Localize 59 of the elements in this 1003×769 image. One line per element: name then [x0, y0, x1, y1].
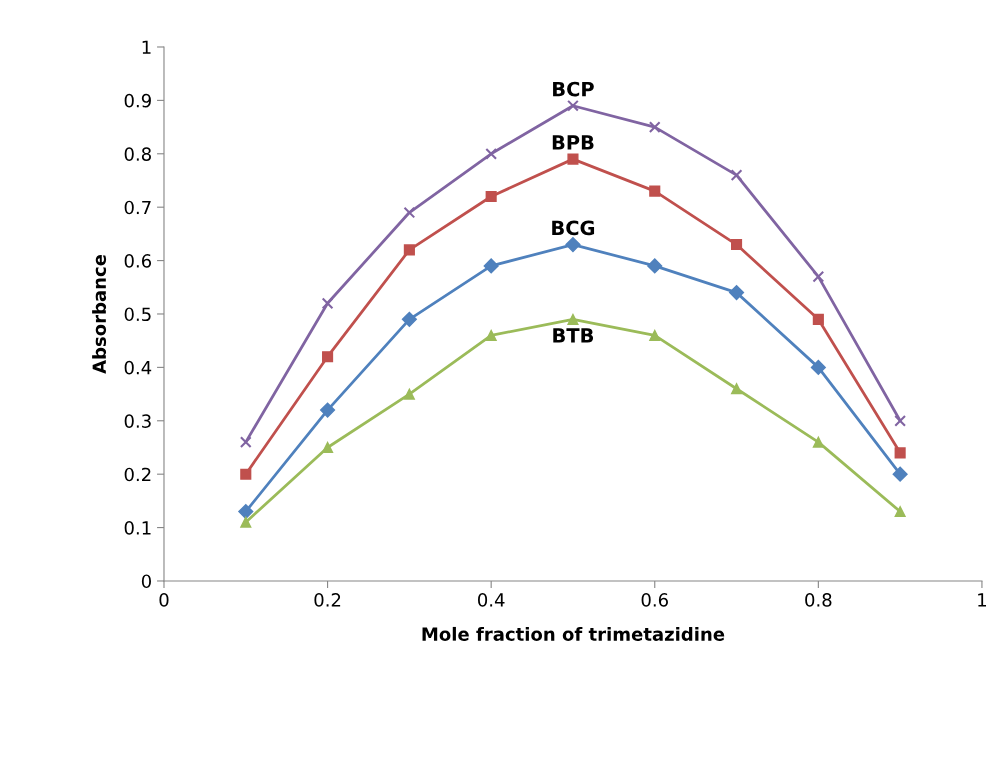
y-tick-label: 1 — [142, 40, 151, 54]
point — [894, 414, 907, 427]
point — [239, 436, 252, 449]
y-tick-label: 0.1 — [124, 521, 151, 535]
series-label: BPB — [552, 135, 594, 150]
point — [485, 329, 497, 341]
point — [238, 503, 254, 520]
point — [812, 313, 824, 325]
point — [810, 359, 826, 375]
point — [322, 441, 334, 454]
point — [894, 447, 906, 459]
point — [567, 153, 579, 165]
x-tick-label: 0 — [159, 593, 169, 607]
y-tick-label: 0.4 — [124, 360, 152, 375]
point — [565, 236, 581, 253]
y-tick-label: 0.6 — [124, 254, 152, 268]
series-label: BTB — [553, 328, 594, 343]
point — [322, 351, 334, 363]
point — [485, 190, 497, 203]
point — [812, 436, 824, 448]
series-label: BCG — [552, 220, 595, 236]
y-tick-label: 0.5 — [124, 307, 151, 322]
point — [403, 244, 415, 256]
y-axis-title: Absorbance — [92, 254, 107, 374]
point — [892, 466, 908, 482]
point — [485, 147, 498, 160]
y-tick-label: 0.2 — [124, 467, 151, 482]
point — [728, 285, 745, 301]
x-tick-label: 1 — [978, 593, 987, 607]
point — [321, 297, 334, 310]
point — [483, 258, 499, 274]
point — [567, 99, 579, 112]
y-tick-label: 0.3 — [124, 414, 151, 428]
point — [240, 516, 252, 528]
point — [403, 388, 415, 400]
y-tick-label: 0 — [141, 574, 151, 589]
point — [320, 402, 336, 418]
point — [240, 468, 252, 480]
point — [647, 258, 663, 274]
point — [730, 383, 743, 395]
x-tick-label: 0.4 — [478, 593, 505, 607]
x-axis-title: Mole fraction of trimetazidine — [422, 626, 725, 641]
point — [567, 313, 579, 325]
x-tick-label: 0.2 — [314, 593, 341, 607]
point — [401, 311, 417, 327]
point — [649, 185, 661, 197]
point — [403, 206, 416, 219]
series-label: BCP — [553, 81, 594, 97]
point — [649, 329, 661, 341]
point — [894, 506, 906, 518]
x-tick-label: 0.6 — [641, 593, 668, 607]
y-tick-label: 0.9 — [124, 93, 151, 108]
point — [730, 239, 743, 251]
y-tick-label: 0.8 — [124, 147, 151, 161]
point — [812, 270, 825, 283]
y-tick-label: 0.7 — [124, 200, 151, 215]
point — [648, 121, 661, 133]
x-tick-label: 0.8 — [805, 593, 832, 607]
point — [730, 169, 743, 182]
